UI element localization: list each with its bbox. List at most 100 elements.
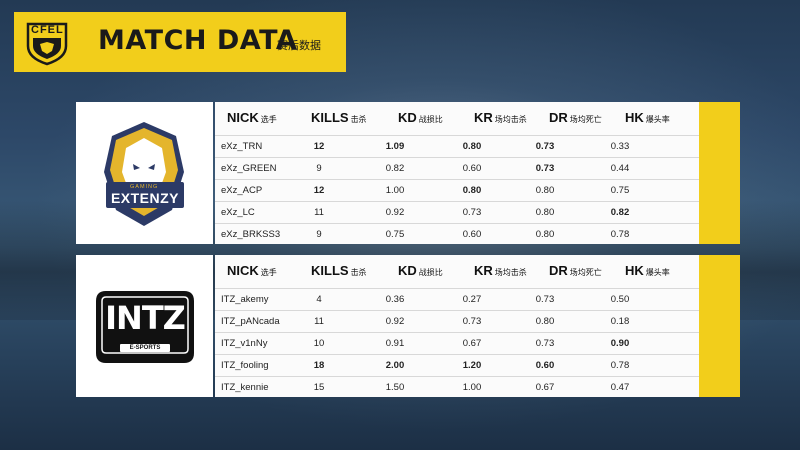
- team2-stats-table: NICK 选手 KILLS 击杀 KD 战损比 KR 场均击杀 DR 场均死亡 HK 爆头率…: [215, 255, 699, 397]
- player-hk: 0.18: [610, 316, 630, 327]
- player-kr: 0.73: [462, 316, 482, 327]
- team1-logo-sub: GAMING: [130, 184, 159, 190]
- player-dr: 0.67: [535, 382, 555, 393]
- player-hk: 0.78: [610, 360, 630, 371]
- player-hk: 0.50: [610, 294, 630, 305]
- player-dr: 0.73: [535, 294, 555, 305]
- player-dr: 0.73: [535, 163, 555, 174]
- player-hk: 0.75: [610, 185, 630, 196]
- col-kr-header: KR 场均击杀: [474, 263, 527, 278]
- col-kr-header: KR 场均击杀: [474, 110, 527, 125]
- table-row: ITZ_pANcada 11 0.92 0.73 0.80 0.18: [215, 310, 699, 333]
- player-hk: 0.90: [610, 338, 630, 349]
- table-row: ITZ_v1nNy 10 0.91 0.67 0.73 0.90: [215, 332, 699, 355]
- team1-stats-table: NICK 选手 KILLS 击杀 KD 战损比 KR 场均击杀 DR 场均死亡 HK 爆头率…: [215, 102, 699, 244]
- player-kills: 12: [313, 141, 325, 152]
- player-kills: 15: [313, 382, 325, 393]
- table-row: ITZ_fooling 18 2.00 1.20 0.60 0.78: [215, 354, 699, 377]
- player-dr: 0.80: [535, 316, 555, 327]
- player-kr: 1.20: [462, 360, 482, 371]
- player-dr: 0.73: [535, 338, 555, 349]
- player-kills: 9: [316, 163, 322, 174]
- player-kd: 0.82: [385, 163, 405, 174]
- col-kills-header: KILLS 击杀: [311, 110, 367, 125]
- player-kr: 0.67: [462, 338, 482, 349]
- player-kr: 0.60: [462, 163, 482, 174]
- player-kills: 12: [313, 185, 325, 196]
- player-kr: 1.00: [462, 382, 482, 393]
- player-hk: 0.78: [610, 229, 630, 240]
- player-hk: 0.44: [610, 163, 630, 174]
- player-nick: ITZ_kennie: [221, 382, 269, 393]
- player-nick: ITZ_v1nNy: [221, 338, 268, 349]
- table-row: ITZ_akemy 4 0.36 0.27 0.73 0.50: [215, 288, 699, 311]
- player-hk: 0.33: [610, 141, 630, 152]
- player-nick: eXz_BRKSS3: [221, 229, 281, 240]
- table-row: ITZ_kennie 15 1.50 1.00 0.67 0.47: [215, 376, 699, 399]
- team2-panel: INTZ E-SPORTS NICK 选手 KILLS 击杀 KD 战损比 KR 场均击…: [76, 255, 740, 397]
- player-nick: ITZ_akemy: [221, 294, 269, 305]
- player-kills: 9: [316, 229, 322, 240]
- player-nick: eXz_GREEN: [221, 163, 277, 174]
- col-kd-header: KD 战损比: [398, 263, 443, 278]
- table-header: NICK 选手 KILLS 击杀 KD 战损比 KR 场均击杀 DR 场均死亡 HK 爆头率: [215, 102, 699, 133]
- player-kd: 0.36: [385, 294, 405, 305]
- player-kd: 2.00: [385, 360, 405, 371]
- player-kills: 10: [313, 338, 325, 349]
- player-kills: 18: [313, 360, 325, 371]
- intz-logo-icon: [96, 291, 194, 363]
- player-nick: eXz_TRN: [221, 141, 263, 152]
- col-kd-header: KD 战损比: [398, 110, 443, 125]
- player-kr: 0.60: [462, 229, 482, 240]
- page-subtitle: 赛后数据: [277, 39, 321, 52]
- team2-logo-text: INTZ: [105, 299, 186, 337]
- player-kills: 11: [314, 207, 324, 218]
- lion-logo-icon: [104, 122, 184, 226]
- table-row: eXz_GREEN 9 0.82 0.60 0.73 0.44: [215, 157, 699, 180]
- player-kr: 0.27: [462, 294, 482, 305]
- page-title: MATCH DATA: [98, 25, 298, 56]
- league-logo-badge: CFEL: [22, 18, 72, 66]
- player-hk: 0.82: [610, 207, 630, 218]
- team1-logo-area: GAMING EXTENZY: [76, 102, 213, 244]
- player-hk: 0.47: [610, 382, 630, 393]
- col-hk-header: HK 爆头率: [625, 110, 670, 125]
- player-kd: 0.75: [385, 229, 405, 240]
- team2-logo-sub: E-SPORTS: [129, 345, 161, 351]
- col-nick-header: NICK 选手: [227, 110, 277, 125]
- team1-logo-text: EXTENZY: [110, 190, 180, 206]
- player-dr: 0.80: [535, 185, 555, 196]
- player-kr: 0.73: [462, 207, 482, 218]
- player-kr: 0.80: [462, 141, 482, 152]
- player-nick: eXz_LC: [221, 207, 255, 218]
- player-kd: 1.09: [385, 141, 405, 152]
- player-kills: 11: [314, 316, 324, 327]
- col-dr-header: DR 场均死亡: [549, 263, 602, 278]
- table-row: eXz_BRKSS3 9 0.75 0.60 0.80 0.78: [215, 223, 699, 246]
- player-nick: ITZ_pANcada: [221, 316, 280, 327]
- league-logo-text: CFEL: [31, 24, 64, 36]
- team2-logo-area: INTZ E-SPORTS: [76, 255, 213, 397]
- col-kills-header: KILLS 击杀: [311, 263, 367, 278]
- table-row: eXz_LC 11 0.92 0.73 0.80 0.82: [215, 201, 699, 224]
- player-dr: 0.80: [535, 229, 555, 240]
- player-dr: 0.73: [535, 141, 555, 152]
- player-kd: 1.50: [385, 382, 405, 393]
- col-hk-header: HK 爆头率: [625, 263, 670, 278]
- team1-panel: GAMING EXTENZY NICK 选手 KILLS 击杀 KD 战损比 KR 场均…: [76, 102, 740, 244]
- player-kd: 0.92: [385, 207, 405, 218]
- player-dr: 0.80: [535, 207, 555, 218]
- player-kr: 0.80: [462, 185, 482, 196]
- table-row: eXz_TRN 12 1.09 0.80 0.73 0.33: [215, 135, 699, 158]
- col-nick-header: NICK 选手: [227, 263, 277, 278]
- col-dr-header: DR 场均死亡: [549, 110, 602, 125]
- table-row: eXz_ACP 12 1.00 0.80 0.80 0.75: [215, 179, 699, 202]
- player-kd: 0.92: [385, 316, 405, 327]
- player-kd: 0.91: [385, 338, 405, 349]
- player-kills: 4: [316, 294, 322, 305]
- player-nick: eXz_ACP: [221, 185, 263, 196]
- player-kd: 1.00: [385, 185, 405, 196]
- player-dr: 0.60: [535, 360, 555, 371]
- player-nick: ITZ_fooling: [221, 360, 269, 371]
- table-header: NICK 选手 KILLS 击杀 KD 战损比 KR 场均击杀 DR 场均死亡 HK 爆头率: [215, 255, 699, 286]
